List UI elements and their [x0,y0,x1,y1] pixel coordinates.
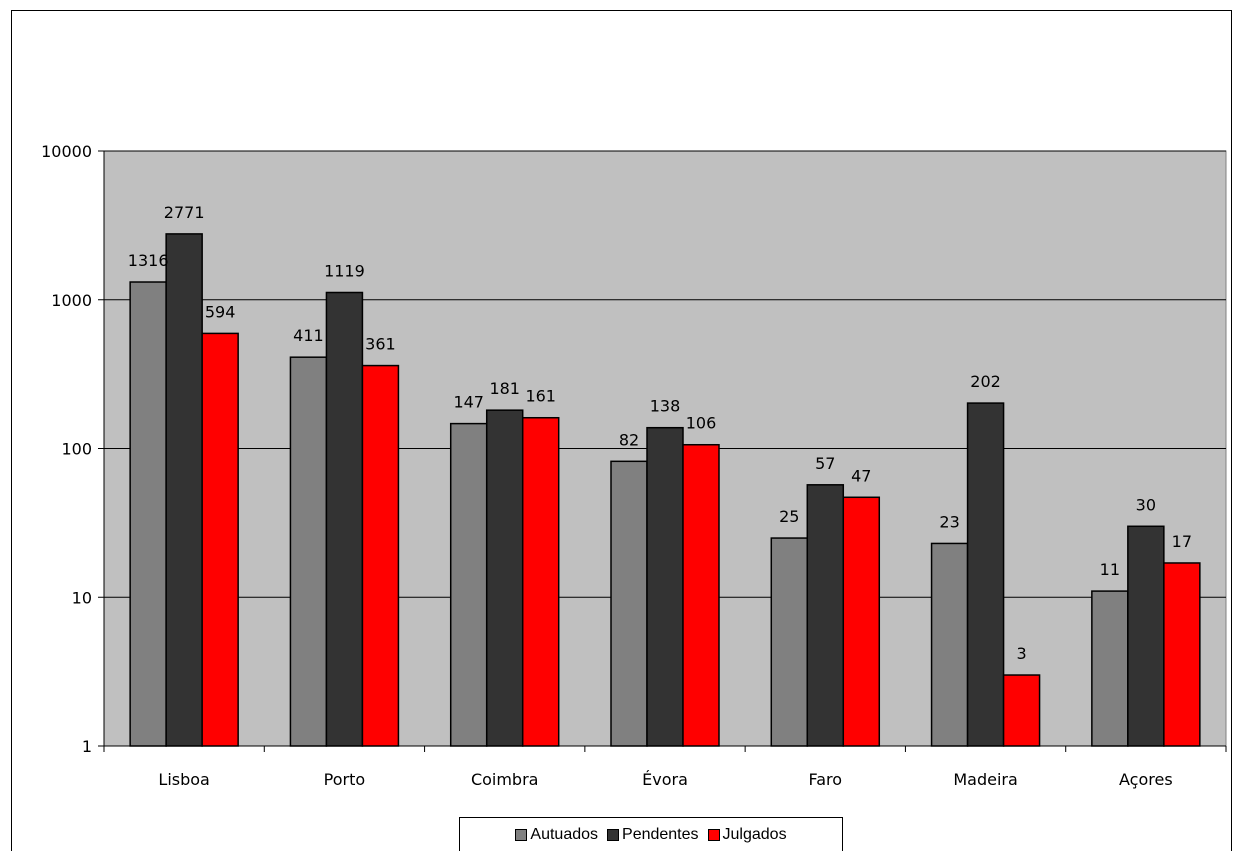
data-label: 161 [525,387,556,406]
x-tick-label: Porto [324,770,366,789]
data-label: 3 [1016,644,1026,663]
bar-pendentes [806,484,845,747]
data-label: 17 [1172,532,1192,551]
data-label: 411 [293,326,324,345]
data-label: 1316 [128,251,169,270]
bar-autuados [289,356,328,747]
data-label: 106 [686,414,717,433]
bars [129,233,1201,747]
legend-item-julgados: Julgados [707,825,787,844]
bar-julgados [682,443,720,747]
data-label: 202 [970,372,1001,391]
x-tick-label: Faro [809,770,843,789]
y-tick-label: 100 [61,440,92,459]
bar-pendentes [165,233,203,747]
legend-swatch-pendentes [607,828,620,841]
chart-frame [11,10,1232,851]
bar-autuados [770,537,809,747]
x-axis: Lisboa Porto Coimbra Évora Faro Madeira Açores [103,745,1227,789]
data-label: 25 [779,507,799,526]
bar-autuados [1091,590,1129,747]
legend-label-julgados: Julgados [722,825,787,843]
bar-julgados [1163,562,1201,747]
data-label: 361 [365,335,396,354]
x-tick-label: Lisboa [158,770,209,789]
bar-julgados [1002,674,1041,747]
data-label: 82 [619,430,639,449]
legend-label-pendentes: Pendentes [622,825,699,843]
bar-autuados [930,542,969,747]
data-label: 147 [453,393,484,412]
legend-swatch-julgados [707,828,720,841]
bar-pendentes [485,409,524,747]
x-tick-label: Coimbra [471,770,539,789]
data-labels: 1316 2771 594 411 1119 361 147 181 161 82 138 106 25… [128,203,1192,663]
y-axis: 1 10 100 1000 10000 [41,142,105,756]
data-label: 47 [851,466,871,485]
data-label: 181 [489,379,520,398]
bar-julgados [521,416,560,747]
legend-item-pendentes: Pendentes [607,826,699,844]
bar-pendentes [646,426,684,747]
bar-julgados [201,332,239,747]
legend-label-autuados: Autuados [530,825,599,843]
data-label: 594 [205,302,236,321]
legend-swatch-autuados [515,828,528,841]
data-label: 1119 [324,261,365,280]
bar-autuados [129,281,167,747]
bar-autuados [449,422,488,747]
y-tick-label: 1 [82,737,92,756]
x-tick-label: Açores [1119,770,1173,789]
x-tick-label: Évora [642,770,688,789]
bar-julgados [842,496,881,747]
bar-pendentes [1127,525,1165,747]
legend-item-autuados: Autuados [515,826,598,844]
data-label: 2771 [164,203,205,222]
data-label: 57 [815,454,835,473]
y-tick-label: 10 [72,588,92,607]
x-tick-label: Madeira [953,770,1017,789]
y-tick-label: 10000 [41,142,92,161]
data-label: 23 [939,512,959,531]
bar-autuados [610,460,648,747]
bar-julgados [361,364,400,747]
data-label: 11 [1100,560,1120,579]
y-tick-label: 1000 [51,291,92,310]
bar-pendentes [966,402,1005,747]
legend: Autuados Pendentes Julgados [459,817,843,851]
data-label: 30 [1136,495,1156,514]
bar-pendentes [325,291,364,747]
data-label: 138 [650,397,681,416]
